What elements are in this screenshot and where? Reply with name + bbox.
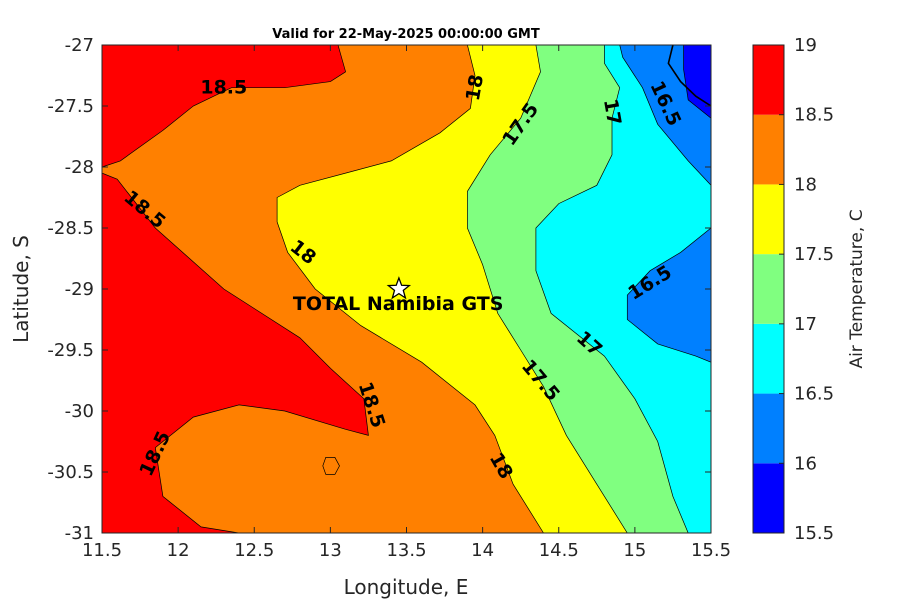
x-tick-label: 15.5: [691, 540, 731, 561]
y-tick-label: -28.5: [47, 218, 94, 239]
coastline-layer: [667, 44, 712, 107]
y-axis: -27 -27.5 -28 -28.5 -29 -29.5 -30 -30.5 -31: [47, 35, 711, 544]
site-marker-layer: TOTAL Namibia GTS: [293, 276, 504, 315]
colorbar-tick-label: 19: [794, 35, 817, 56]
contour-label: 18.5: [200, 77, 247, 99]
x-tick-label: 14: [471, 540, 494, 561]
x-tick-label: 12: [167, 540, 190, 561]
colorbar-segment: [753, 463, 784, 533]
site-star-marker: [386, 276, 412, 300]
colorbar-tick-label: 18.5: [794, 105, 834, 126]
x-tick-label: 12.5: [234, 540, 274, 561]
contour-label: 18: [462, 73, 488, 103]
x-axis: 11.5 12 12.5 13 13.5 14 14.5 15 15.5: [82, 45, 731, 561]
colorbar-frame: [752, 44, 785, 534]
colorbar-segment: [753, 45, 784, 115]
contour-region-16-16.5: [626, 227, 712, 363]
x-tick-label: 13.5: [386, 540, 426, 561]
colorbar-segment: [753, 184, 784, 255]
colorbar-tick-label: 16: [794, 453, 817, 474]
colorbar-tick-label: 15.5: [794, 523, 834, 544]
chart-title: Valid for 22-May-2025 00:00:00 GMT: [272, 27, 540, 42]
colorbar: 15.5 16 16.5 17 17.5 18 18.5 19: [752, 35, 834, 544]
colorbar-segment: [753, 323, 784, 394]
y-tick-label: -27.5: [47, 96, 94, 117]
y-tick-label: -28: [65, 157, 94, 178]
contour-label: 17: [599, 97, 625, 127]
colorbar-segment: [753, 393, 784, 464]
x-tick-label: 11.5: [82, 540, 122, 561]
colorbar-tick-label: 16.5: [794, 384, 834, 405]
colorbar-tick-label: 18: [794, 174, 817, 195]
y-tick-label: -29.5: [47, 340, 94, 361]
x-tick-label: 15: [623, 540, 646, 561]
y-tick-label: -27: [65, 35, 94, 56]
x-axis-label: Longitude, E: [344, 575, 469, 599]
x-tick-label: 13: [319, 540, 342, 561]
colorbar-label: Air Temperature, C: [847, 209, 867, 368]
y-tick-label: -31: [65, 523, 94, 544]
y-axis-label: Latitude, S: [9, 235, 33, 343]
y-tick-label: -30.5: [47, 462, 94, 483]
y-tick-label: -29: [65, 279, 94, 300]
colorbar-segment: [753, 254, 784, 324]
colorbar-tick-label: 17.5: [794, 244, 834, 265]
contour-region-18-18.5: [322, 457, 340, 475]
contour-fill-layer: [101, 44, 712, 534]
colorbar-segment: [753, 114, 784, 185]
coastline: [667, 44, 712, 107]
site-label: TOTAL Namibia GTS: [293, 293, 504, 315]
colorbar-tick-label: 17: [794, 314, 817, 335]
x-tick-label: 14.5: [539, 540, 579, 561]
y-tick-label: -30: [65, 401, 94, 422]
